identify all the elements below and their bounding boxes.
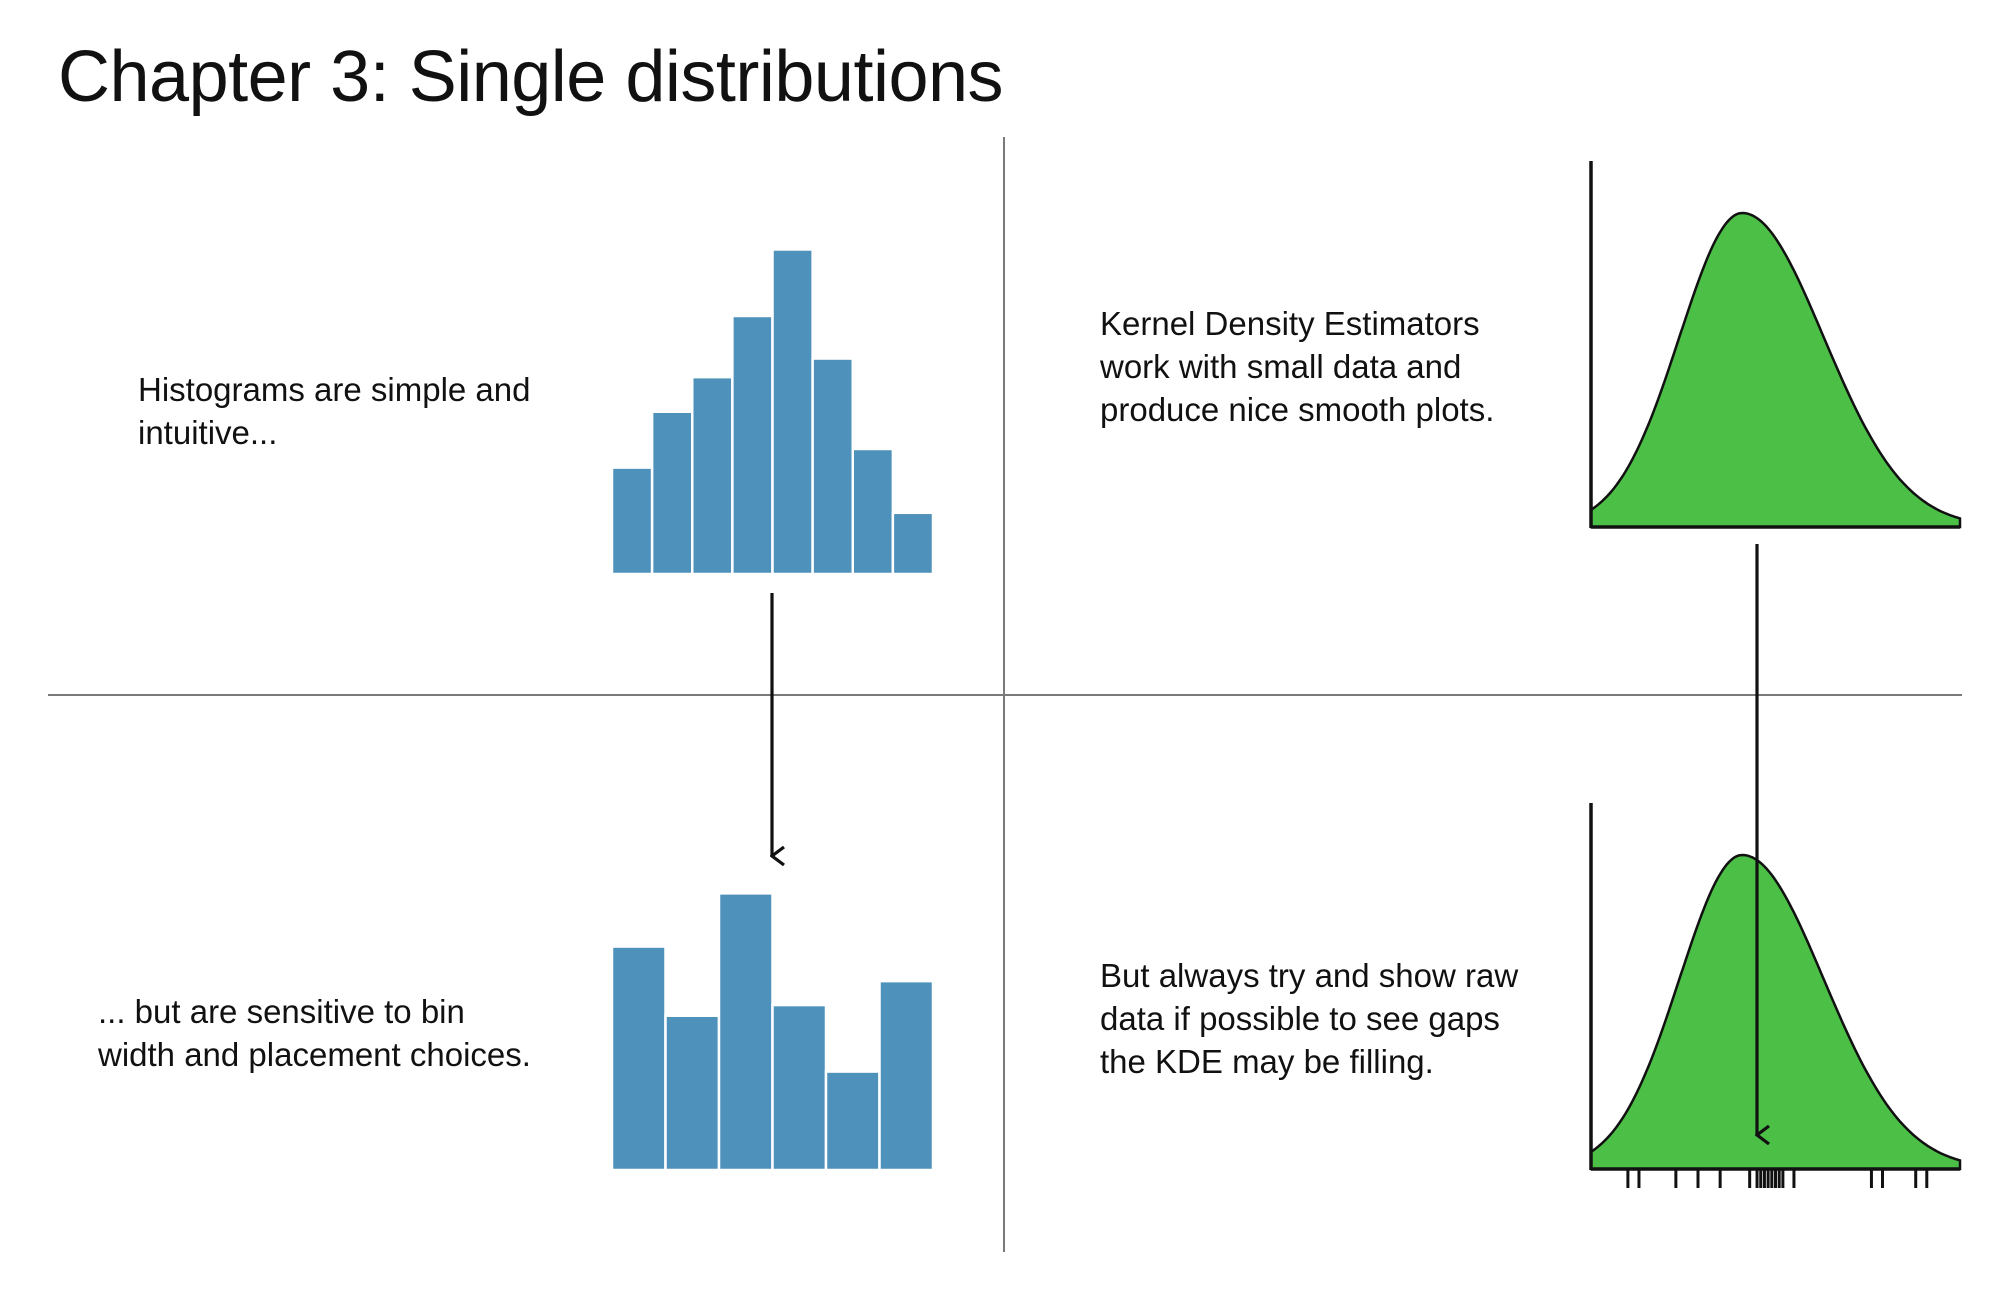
raw-data-note: But always try and show raw data if poss… <box>1100 957 1519 1080</box>
histogram-bar <box>891 511 935 576</box>
histogram-bar <box>717 892 774 1172</box>
histogram-bar <box>650 410 694 576</box>
histogram-bar <box>771 1003 828 1172</box>
histogram-bar <box>664 1014 721 1172</box>
histogram-bar <box>851 447 895 576</box>
kde-curve-with-rug <box>1589 853 1962 1171</box>
histogram-coarse-bins <box>610 892 935 1172</box>
page-title: Chapter 3: Single distributions <box>58 37 1004 117</box>
kde-chart <box>1589 161 1962 529</box>
histogram-bar <box>824 1070 881 1172</box>
histogram-bar <box>811 357 854 576</box>
histogram-bar <box>691 375 734 576</box>
histogram-bar <box>878 979 935 1172</box>
kde-note: Kernel Density Estimators work with smal… <box>1100 305 1495 428</box>
histogram-note: Histograms are simple and intuitive... <box>138 371 531 451</box>
histogram-bar <box>771 248 814 576</box>
histogram-fine-bins <box>610 248 935 576</box>
kde-curve <box>1589 211 1962 529</box>
bin-sensitivity-note: ... but are sensitive to bin width and p… <box>98 993 531 1073</box>
kde-rug-chart <box>1589 803 1962 1188</box>
histogram-bar <box>610 466 654 576</box>
rug-ticks <box>1626 1169 1929 1188</box>
histogram-bar <box>610 945 667 1172</box>
histogram-bar <box>731 314 774 576</box>
